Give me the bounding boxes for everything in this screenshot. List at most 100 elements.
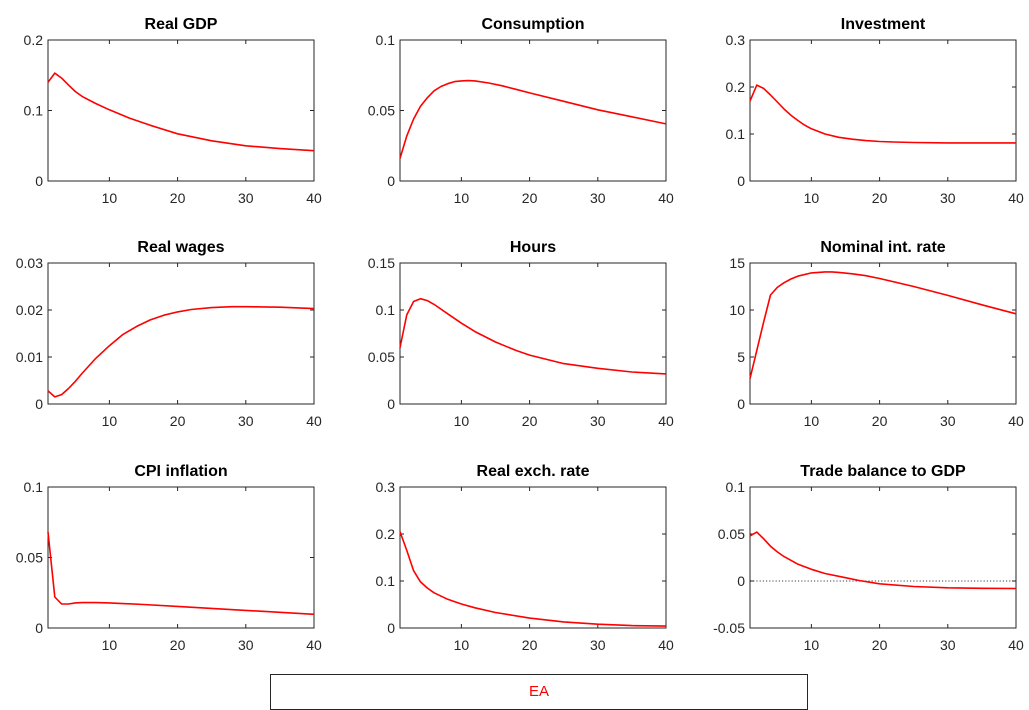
x-tick-label: 30 — [940, 637, 956, 653]
axes-frame — [749, 486, 1017, 629]
x-tick-label: 40 — [658, 413, 674, 429]
x-tick-label: 30 — [940, 413, 956, 429]
axes-frame — [399, 486, 667, 629]
panel-title: Consumption — [481, 16, 584, 33]
y-tick-label: 0 — [387, 173, 395, 189]
panel-title: Trade balance to GDP — [800, 463, 966, 480]
panel-title: CPI inflation — [134, 463, 227, 480]
y-tick-label: 15 — [729, 255, 745, 271]
legend: EA — [270, 674, 808, 710]
y-tick-label: 0 — [737, 573, 745, 589]
panel-title: Hours — [510, 239, 556, 256]
axes-frame — [399, 39, 667, 182]
x-tick-label: 40 — [1008, 190, 1024, 206]
y-tick-label: 0.3 — [376, 479, 396, 495]
panel-title: Nominal int. rate — [820, 239, 945, 256]
panel-4: Real wages 0 0.01 0.02 0.03 10 20 30 40 — [16, 239, 322, 429]
series-line-ea — [47, 305, 315, 398]
x-tick-label: 10 — [804, 413, 820, 429]
series-line-ea — [749, 271, 1017, 379]
x-tick-label: 20 — [170, 413, 186, 429]
x-tick-label: 20 — [872, 637, 888, 653]
series-line-ea — [749, 84, 1016, 144]
panel-5: Hours 0 0.05 0.1 0.15 10 20 30 40 — [368, 239, 674, 429]
y-tick-label: 0.1 — [726, 126, 746, 142]
series-line-ea — [399, 531, 667, 627]
x-tick-label: 30 — [238, 637, 254, 653]
y-tick-label: 0.05 — [368, 349, 395, 365]
panel-title: Real wages — [137, 239, 224, 256]
series-line-ea — [47, 72, 315, 152]
x-tick-label: 20 — [522, 637, 538, 653]
y-tick-label: 0 — [35, 620, 43, 636]
y-tick-label: 0.05 — [16, 550, 43, 566]
y-tick-label: 5 — [737, 349, 745, 365]
x-tick-label: 40 — [658, 637, 674, 653]
y-tick-label: 0.1 — [726, 479, 746, 495]
x-tick-label: 40 — [306, 637, 322, 653]
x-tick-label: 10 — [804, 190, 820, 206]
x-tick-label: 20 — [170, 190, 186, 206]
y-tick-label: 0.2 — [376, 526, 396, 542]
y-tick-label: 0.03 — [16, 255, 43, 271]
axes-frame — [749, 39, 1017, 182]
y-tick-label: 0.2 — [726, 79, 746, 95]
x-tick-label: 30 — [238, 190, 254, 206]
y-tick-label: 0 — [737, 396, 745, 412]
panel-8: Real exch. rate 0 0.1 0.2 0.3 10 20 30 40 — [376, 463, 674, 653]
x-tick-label: 20 — [170, 637, 186, 653]
y-tick-label: 0.01 — [16, 349, 43, 365]
x-tick-label: 10 — [102, 413, 118, 429]
x-tick-label: 40 — [1008, 413, 1024, 429]
x-tick-label: 40 — [658, 190, 674, 206]
y-tick-label: 0.1 — [376, 573, 396, 589]
series-line-ea — [749, 531, 1017, 590]
x-tick-label: 40 — [306, 413, 322, 429]
x-tick-label: 40 — [1008, 637, 1024, 653]
y-tick-label: 0 — [35, 173, 43, 189]
y-tick-label: 0 — [387, 396, 395, 412]
x-tick-label: 10 — [454, 413, 470, 429]
axes-frame — [399, 262, 667, 405]
x-tick-label: 40 — [306, 190, 322, 206]
series-line-ea — [399, 297, 667, 375]
y-tick-label: 0.05 — [368, 103, 395, 119]
y-tick-label: 0.3 — [726, 32, 746, 48]
panel-6: Nominal int. rate 0 5 10 15 10 20 30 40 — [729, 239, 1024, 429]
series-line-ea — [399, 79, 667, 159]
y-tick-label: 0.1 — [24, 103, 44, 119]
x-tick-label: 30 — [590, 413, 606, 429]
x-tick-label: 20 — [872, 190, 888, 206]
x-tick-label: 10 — [454, 190, 470, 206]
x-tick-label: 10 — [102, 190, 118, 206]
panel-title: Real GDP — [145, 16, 218, 33]
x-tick-label: 30 — [590, 190, 606, 206]
panel-2: Consumption 0 0.05 0.1 10 20 30 40 — [368, 16, 674, 206]
axes-frame — [47, 262, 315, 405]
x-tick-label: 20 — [872, 413, 888, 429]
x-tick-label: 30 — [940, 190, 956, 206]
y-tick-label: 0.1 — [376, 302, 396, 318]
y-tick-label: 0 — [737, 173, 745, 189]
panel-1: Real GDP 0 0.1 0.2 10 20 30 40 — [24, 16, 322, 206]
panel-title: Real exch. rate — [477, 463, 590, 480]
y-tick-label: 0 — [387, 620, 395, 636]
x-tick-label: 10 — [454, 637, 470, 653]
panel-7: CPI inflation 0 0.05 0.1 10 20 30 40 — [16, 463, 322, 653]
x-tick-label: 20 — [522, 190, 538, 206]
y-tick-label: 0.02 — [16, 302, 43, 318]
y-tick-label: 0.05 — [718, 526, 745, 542]
panel-title: Investment — [841, 16, 926, 33]
series-line-ea — [47, 532, 315, 616]
y-tick-label: 0.2 — [24, 32, 44, 48]
y-tick-label: -0.05 — [713, 620, 745, 636]
y-tick-label: 0.15 — [368, 255, 395, 271]
y-tick-label: 0.1 — [24, 479, 44, 495]
axes-frame — [47, 39, 315, 182]
axes-frame — [749, 262, 1017, 405]
x-tick-label: 20 — [522, 413, 538, 429]
y-tick-label: 10 — [729, 302, 745, 318]
y-tick-label: 0.1 — [376, 32, 396, 48]
panel-9: Trade balance to GDP -0.05 0 0.05 0.1 10 20 30 4… — [713, 463, 1024, 653]
